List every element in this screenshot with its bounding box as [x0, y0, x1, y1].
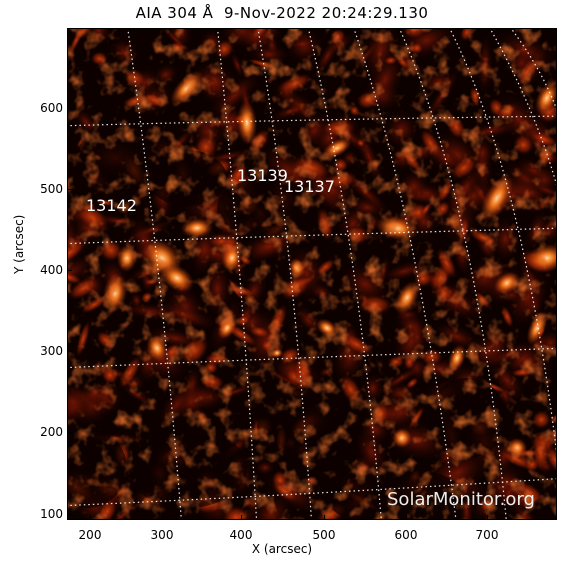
coordinate-grid-line [448, 28, 557, 461]
coordinate-grid-line [216, 28, 258, 520]
y-tick-label: 400 [40, 263, 63, 277]
x-tick-mark [406, 515, 407, 520]
y-tick-label: 600 [40, 101, 63, 115]
watermark-solarmonitor: SolarMonitor.org [387, 489, 535, 510]
x-tick-mark [162, 515, 163, 520]
y-tick-mark [67, 108, 72, 109]
x-tick-mark [90, 515, 91, 520]
y-tick-mark [67, 514, 72, 515]
y-tick-mark [67, 432, 72, 433]
x-axis-label: X (arcsec) [251, 542, 313, 556]
coordinate-grid-line [257, 28, 313, 520]
y-tick-mark [67, 351, 72, 352]
solar-image [67, 28, 557, 520]
y-tick-label: 500 [40, 182, 63, 196]
coordinate-grid-line [67, 115, 557, 127]
x-tick-mark [241, 515, 242, 520]
y-tick-mark [67, 189, 72, 190]
x-tick-label: 500 [312, 528, 336, 542]
y-tick-label: 100 [40, 507, 63, 521]
coordinate-grid-line [307, 28, 382, 520]
region-label-13142: 13142 [86, 196, 137, 215]
y-tick-label: 300 [40, 344, 63, 358]
coordinate-grid-line [67, 347, 557, 369]
solar-image-canvas [67, 28, 557, 520]
coordinate-grid-line [67, 478, 557, 507]
region-label-13137: 13137 [284, 177, 335, 196]
x-tick-mark [487, 515, 488, 520]
image-title: AIA 304 Å 9-Nov-2022 20:24:29.130 [135, 4, 429, 22]
coordinate-grid-line [67, 227, 557, 245]
x-tick-label: 200 [78, 528, 102, 542]
x-tick-label: 700 [475, 528, 499, 542]
x-tick-label: 400 [229, 528, 253, 542]
y-axis-label: Y (arcsec) [12, 214, 26, 274]
x-tick-label: 300 [150, 528, 174, 542]
x-tick-label: 600 [394, 528, 418, 542]
y-tick-mark [67, 270, 72, 271]
coordinate-grid-line [398, 28, 507, 520]
y-tick-label: 200 [40, 425, 63, 439]
coordinate-grid-line [127, 28, 182, 520]
region-label-13139: 13139 [237, 166, 288, 185]
x-tick-mark [324, 515, 325, 520]
